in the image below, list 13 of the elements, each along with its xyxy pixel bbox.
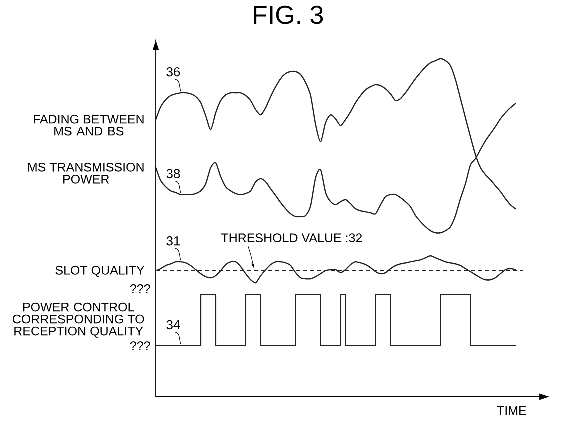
series-label: POWER CONTROL CORRESPONDING TO RECEPTION QUALITY	[13, 302, 144, 338]
series-label: SLOT QUALITY	[56, 266, 145, 278]
annotation: 36	[166, 67, 180, 77]
annotation: THRESHOLD VALUE :32	[221, 234, 362, 243]
annotation: 31	[166, 236, 180, 246]
x-axis-title: TIME	[497, 406, 526, 416]
annotation: 34	[166, 320, 180, 330]
annotation: 38	[166, 169, 180, 178]
chart-title: FIG. 3	[254, 6, 324, 24]
series-label: MS TRANSMISSION POWER	[28, 162, 144, 184]
text: ???	[130, 284, 150, 294]
text: ???	[130, 342, 150, 350]
series-label: FADING BETWEEN MS AND BS	[34, 114, 144, 136]
